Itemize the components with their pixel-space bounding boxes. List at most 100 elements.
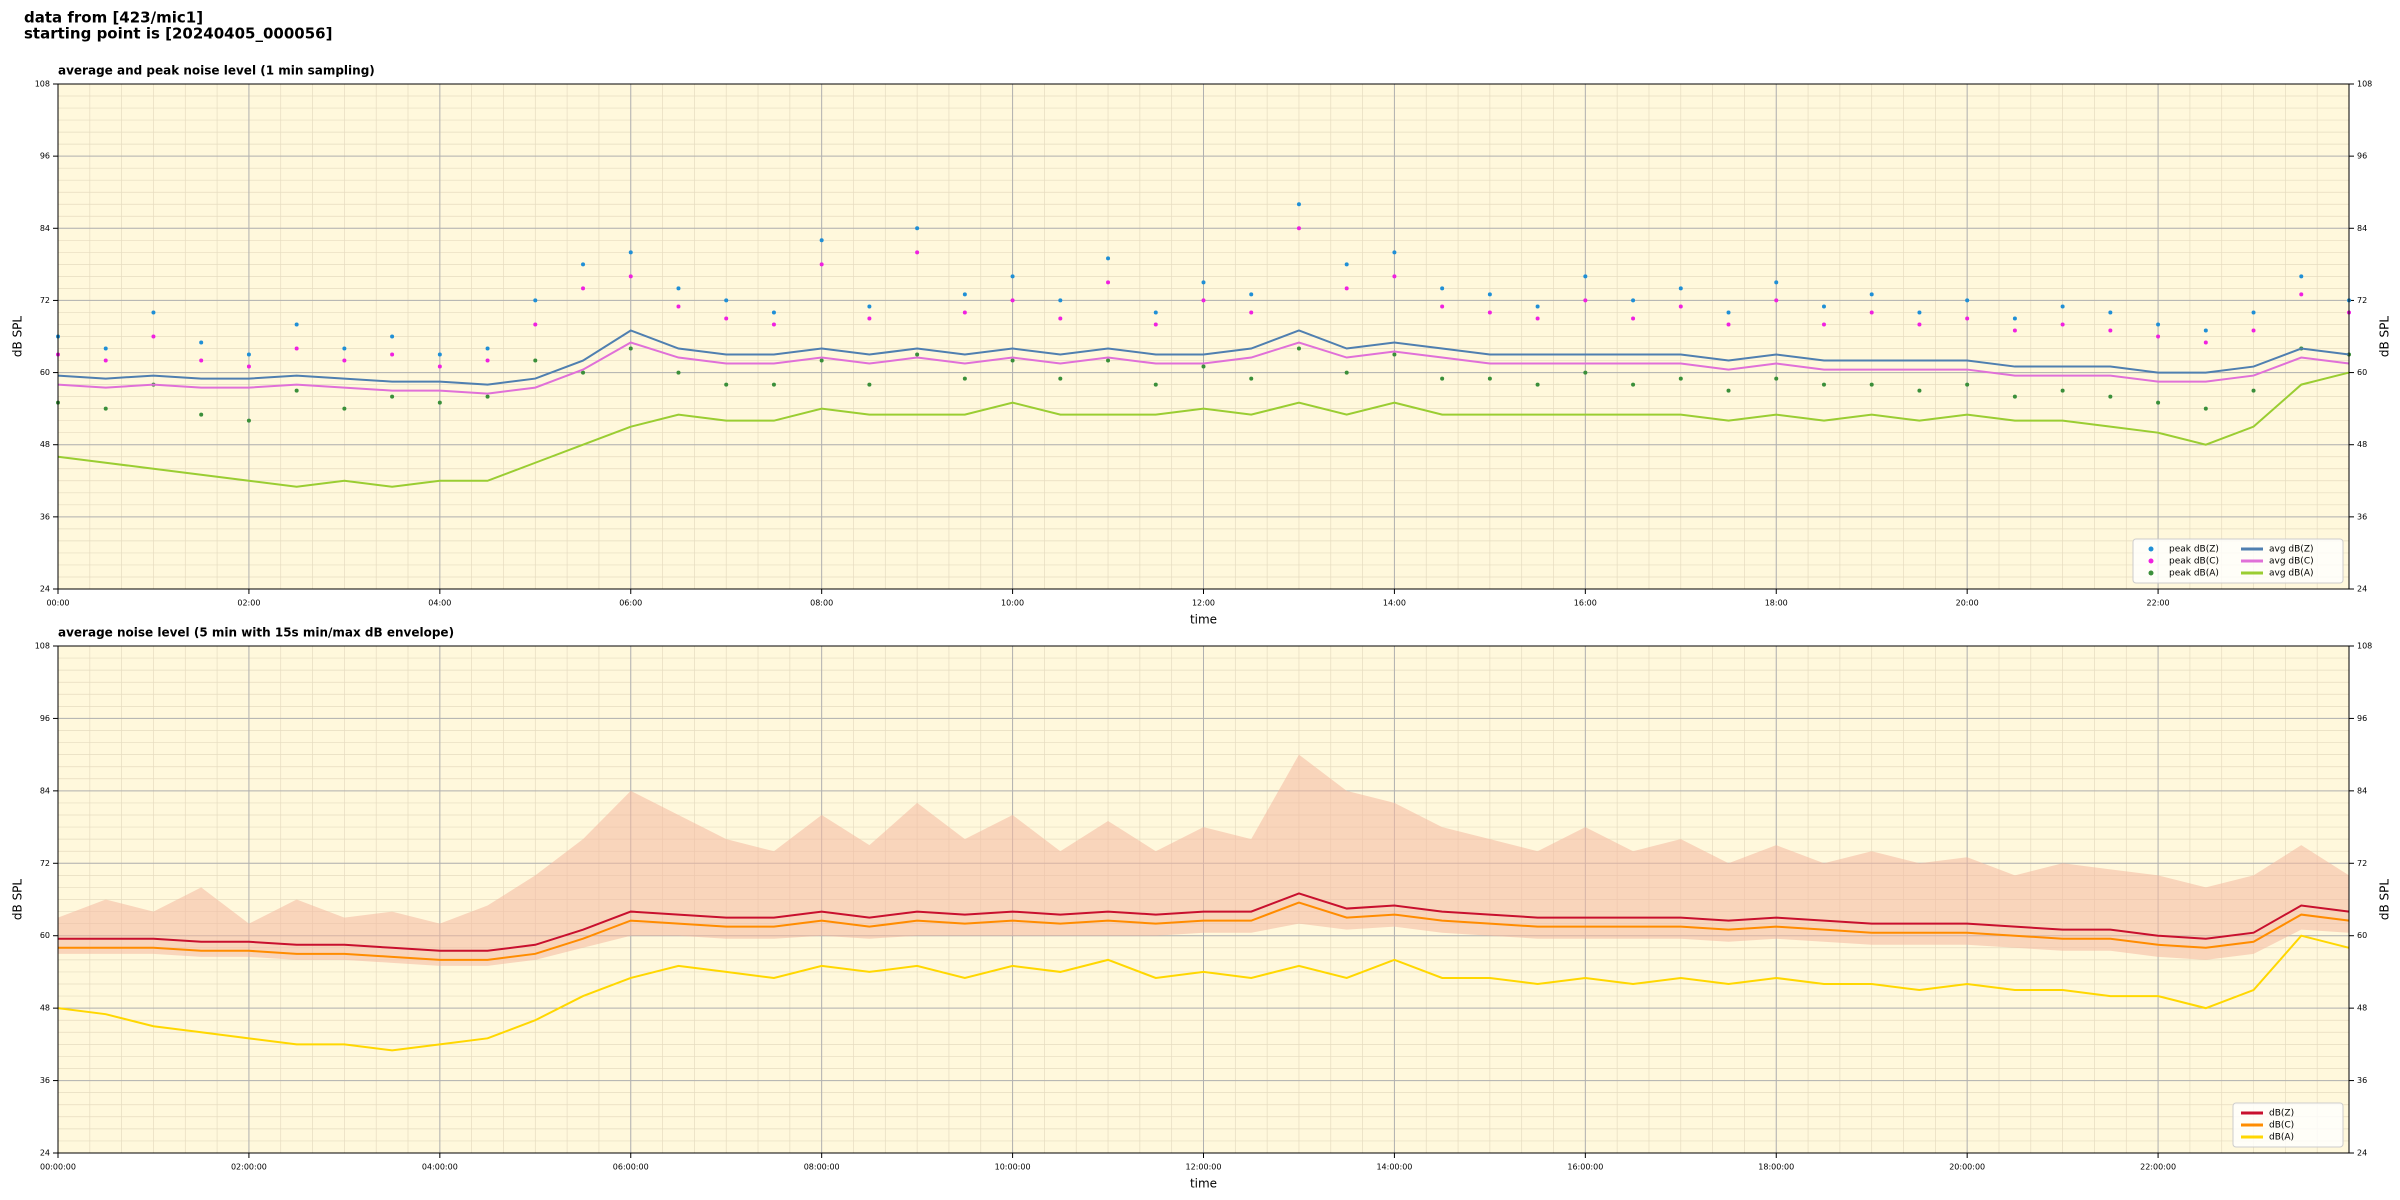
peak-dot [1774, 298, 1779, 303]
peak-dot [199, 412, 204, 417]
y-tick-label: 24 [2357, 585, 2367, 594]
peak-dot [2203, 340, 2208, 345]
x-tick-label: 14:00 [1383, 599, 1406, 608]
peak-dot [1917, 310, 1922, 315]
peak-dot [1344, 286, 1349, 291]
y-tick-label: 108 [35, 642, 50, 651]
peak-dot [676, 286, 681, 291]
peak-dot [1344, 370, 1349, 375]
y-axis-label: dB SPL [2378, 879, 2392, 921]
peak-dot [1058, 316, 1063, 321]
peak-dot [1965, 298, 1970, 303]
peak-dot [1392, 352, 1397, 357]
peak-dot [1965, 316, 1970, 321]
y-axis-label: dB SPL [11, 879, 25, 921]
peak-dot [199, 340, 204, 345]
peak-dot [294, 322, 299, 327]
peak-dot [1392, 250, 1397, 255]
peak-dot [1917, 388, 1922, 393]
series-line [57, 329, 2350, 386]
legend-label: avg dB(A) [2269, 569, 2313, 579]
peak-dot [1153, 382, 1158, 387]
y-tick-label: 36 [40, 512, 50, 521]
peak-dot [1344, 262, 1349, 267]
peak-dot [819, 358, 824, 363]
peak-dot [342, 346, 347, 351]
peak-dot [103, 358, 108, 363]
y-tick-label: 60 [40, 368, 50, 377]
x-tick-label: 02:00 [237, 599, 260, 608]
legend-swatch [2148, 546, 2154, 552]
y-tick-label: 60 [2357, 931, 2367, 940]
header-line: starting point is [20240405_000056] [24, 25, 332, 43]
peak-dot [1821, 382, 1826, 387]
peak-dot [1821, 322, 1826, 327]
peak-dot [771, 382, 776, 387]
peak-dot [915, 352, 920, 357]
x-tick-label: 14:00:00 [1376, 1163, 1412, 1172]
peak-dot [1201, 364, 1206, 369]
plot-frame [57, 83, 2350, 590]
peak-dot [2012, 394, 2017, 399]
peak-dot [2060, 388, 2065, 393]
peak-dot [867, 382, 872, 387]
legend-label: avg dB(Z) [2269, 545, 2314, 555]
y-tick-label: 96 [2357, 152, 2367, 161]
peak-dot [1296, 346, 1301, 351]
peak-dot [771, 310, 776, 315]
peak-dot [1535, 304, 1540, 309]
x-tick-label: 02:00:00 [231, 1163, 267, 1172]
series-line [57, 371, 2350, 488]
y-tick-label: 60 [40, 931, 50, 940]
x-tick-label: 22:00 [2147, 599, 2170, 608]
peak-dot [819, 262, 824, 267]
peak-dot [724, 316, 729, 321]
subplot-title: average and peak noise level (1 min samp… [58, 64, 375, 78]
peak-dot [437, 352, 442, 357]
x-tick-label: 18:00:00 [1758, 1163, 1794, 1172]
peak-dot [1249, 310, 1254, 315]
peak-dot [1153, 322, 1158, 327]
peak-dot [390, 352, 395, 357]
y-tick-label: 48 [40, 1004, 50, 1013]
x-tick-label: 10:00 [1001, 599, 1024, 608]
peak-dot [1058, 376, 1063, 381]
peak-dot [581, 262, 586, 267]
peak-dot [2108, 394, 2113, 399]
y-tick-label: 60 [2357, 368, 2367, 377]
y-tick-label: 108 [2357, 642, 2372, 651]
y-tick-label: 96 [2357, 714, 2367, 723]
peak-dot [1201, 298, 1206, 303]
peak-dot [581, 370, 586, 375]
peak-dot [485, 346, 490, 351]
peak-dot [294, 388, 299, 393]
peak-dot [1010, 274, 1015, 279]
peak-dot [1965, 382, 1970, 387]
peak-dot [485, 358, 490, 363]
peak-dot [1201, 280, 1206, 285]
y-axis-label: dB SPL [2378, 316, 2392, 358]
peak-dot [533, 298, 538, 303]
peak-dot [1583, 298, 1588, 303]
series-line [57, 934, 2350, 1052]
peak-dot [1678, 376, 1683, 381]
peak-dot [199, 358, 204, 363]
subplot: average noise level (5 min with 15s min/… [11, 626, 2392, 1191]
envelope-area [58, 754, 2349, 966]
peak-dot [1583, 370, 1588, 375]
peak-dot [1535, 382, 1540, 387]
y-tick-label: 36 [40, 1076, 50, 1085]
peak-dot [581, 286, 586, 291]
peak-dot [2251, 388, 2256, 393]
peak-dot [2060, 304, 2065, 309]
y-tick-label: 72 [40, 296, 50, 305]
y-tick-label: 72 [2357, 859, 2367, 868]
peak-dot [724, 382, 729, 387]
peak-dot [2299, 292, 2304, 297]
peak-dot [1631, 382, 1636, 387]
peak-dot [771, 322, 776, 327]
peak-dot [2203, 406, 2208, 411]
y-tick-label: 48 [40, 440, 50, 449]
peak-dot [342, 406, 347, 411]
peak-dot [246, 364, 251, 369]
